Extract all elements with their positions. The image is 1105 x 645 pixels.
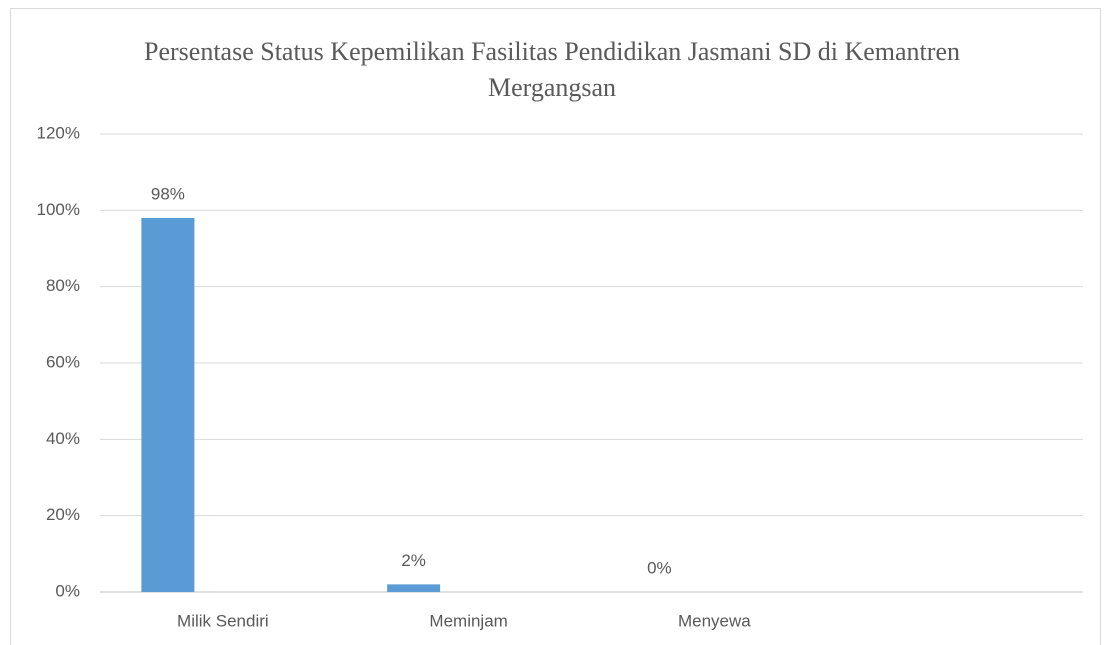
y-tick-label: 100% <box>37 200 80 219</box>
x-tick-label: Milik Sendiri <box>177 611 269 630</box>
bar <box>141 217 195 592</box>
bar <box>387 584 441 592</box>
y-tick-label: 40% <box>46 429 80 448</box>
y-tick-label: 0% <box>55 581 80 600</box>
chart-title: Persentase Status Kepemilikan Fasilitas … <box>144 37 960 102</box>
y-tick-label: 80% <box>46 276 80 295</box>
data-label: 2% <box>401 551 426 570</box>
y-tick-label: 120% <box>37 123 80 142</box>
y-tick-label: 20% <box>46 505 80 524</box>
x-tick-label: Menyewa <box>678 611 751 630</box>
data-label: 98% <box>151 184 185 203</box>
y-tick-label: 60% <box>46 352 80 371</box>
x-tick-label: Meminjam <box>429 611 507 630</box>
data-label: 0% <box>647 558 672 577</box>
chart-border <box>10 8 1101 645</box>
